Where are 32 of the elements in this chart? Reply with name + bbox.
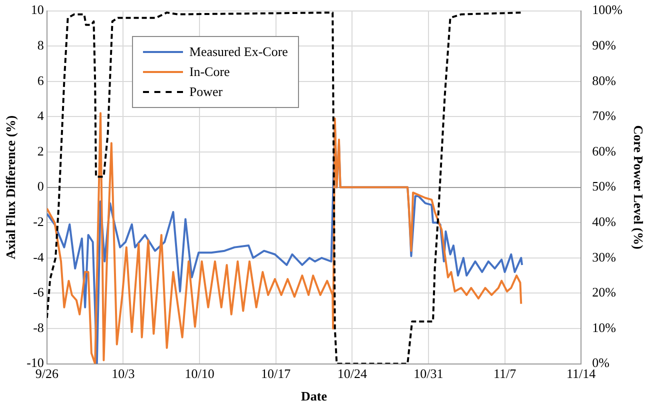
x-tick-label: 10/24: [337, 366, 368, 382]
y-tick-label: -4: [33, 249, 44, 264]
y-tick-label: 4: [37, 108, 44, 124]
y-tick-label: 0: [37, 178, 44, 194]
x-tick-label: 11/7: [493, 366, 517, 382]
x-tick-label: 10/17: [261, 366, 292, 382]
y-tick-label: -2: [33, 214, 44, 230]
legend-label: Measured Ex-Core: [189, 44, 288, 60]
y2-tick-label: 70%: [592, 108, 616, 124]
x-tick-label: 10/31: [414, 366, 444, 382]
y-tick-label: 8: [37, 38, 44, 53]
legend-label: Power: [189, 84, 223, 100]
y2-tick-label: 50%: [592, 178, 616, 194]
y2-tick-label: 100%: [592, 2, 623, 18]
y2-tick-label: 40%: [592, 214, 616, 230]
legend-label: In-Core: [189, 64, 230, 80]
y-tick-label: 10: [30, 2, 44, 18]
y-tick-label: 6: [37, 72, 44, 88]
y2-tick-label: 90%: [592, 38, 616, 53]
x-axis-title: Date: [301, 388, 328, 404]
y2-tick-label: 80%: [592, 72, 616, 88]
y2-tick-label: 30%: [592, 249, 616, 264]
y2-tick-label: 60%: [592, 143, 616, 158]
x-tick-label: 10/3: [112, 366, 135, 382]
y2-tick-label: 10%: [592, 320, 616, 335]
y-axis-title: Axial Flux Difference (%): [3, 115, 18, 260]
y2-axis-title: Core Power Level (%): [630, 125, 646, 250]
y2-tick-label: 20%: [592, 284, 616, 300]
y-tick-label: -8: [33, 320, 44, 335]
y-tick-label: 2: [37, 143, 44, 158]
x-tick-label: 10/10: [184, 366, 214, 382]
y-tick-label: -6: [33, 284, 44, 300]
